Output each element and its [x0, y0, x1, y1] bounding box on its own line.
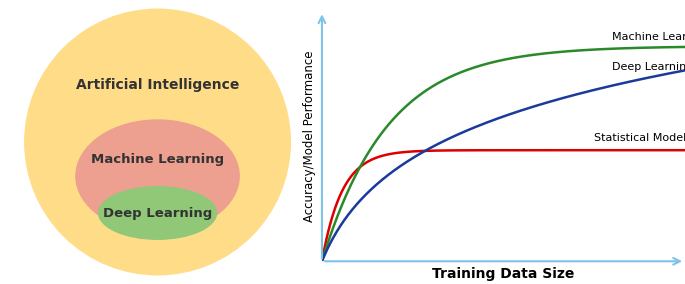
Text: Deep Learning: Deep Learning	[103, 206, 212, 220]
X-axis label: Training Data Size: Training Data Size	[432, 267, 575, 281]
Text: Machine Learning: Machine Learning	[91, 153, 224, 166]
Text: Machine Learning: Machine Learning	[612, 32, 685, 42]
Text: Statistical Modeling: Statistical Modeling	[594, 133, 685, 143]
Circle shape	[24, 9, 291, 275]
Ellipse shape	[75, 119, 240, 233]
Y-axis label: Accuracy/Model Performance: Accuracy/Model Performance	[303, 51, 316, 222]
Ellipse shape	[98, 186, 217, 240]
Text: Deep Learning: Deep Learning	[612, 62, 685, 72]
Text: Artificial Intelligence: Artificial Intelligence	[76, 78, 239, 92]
